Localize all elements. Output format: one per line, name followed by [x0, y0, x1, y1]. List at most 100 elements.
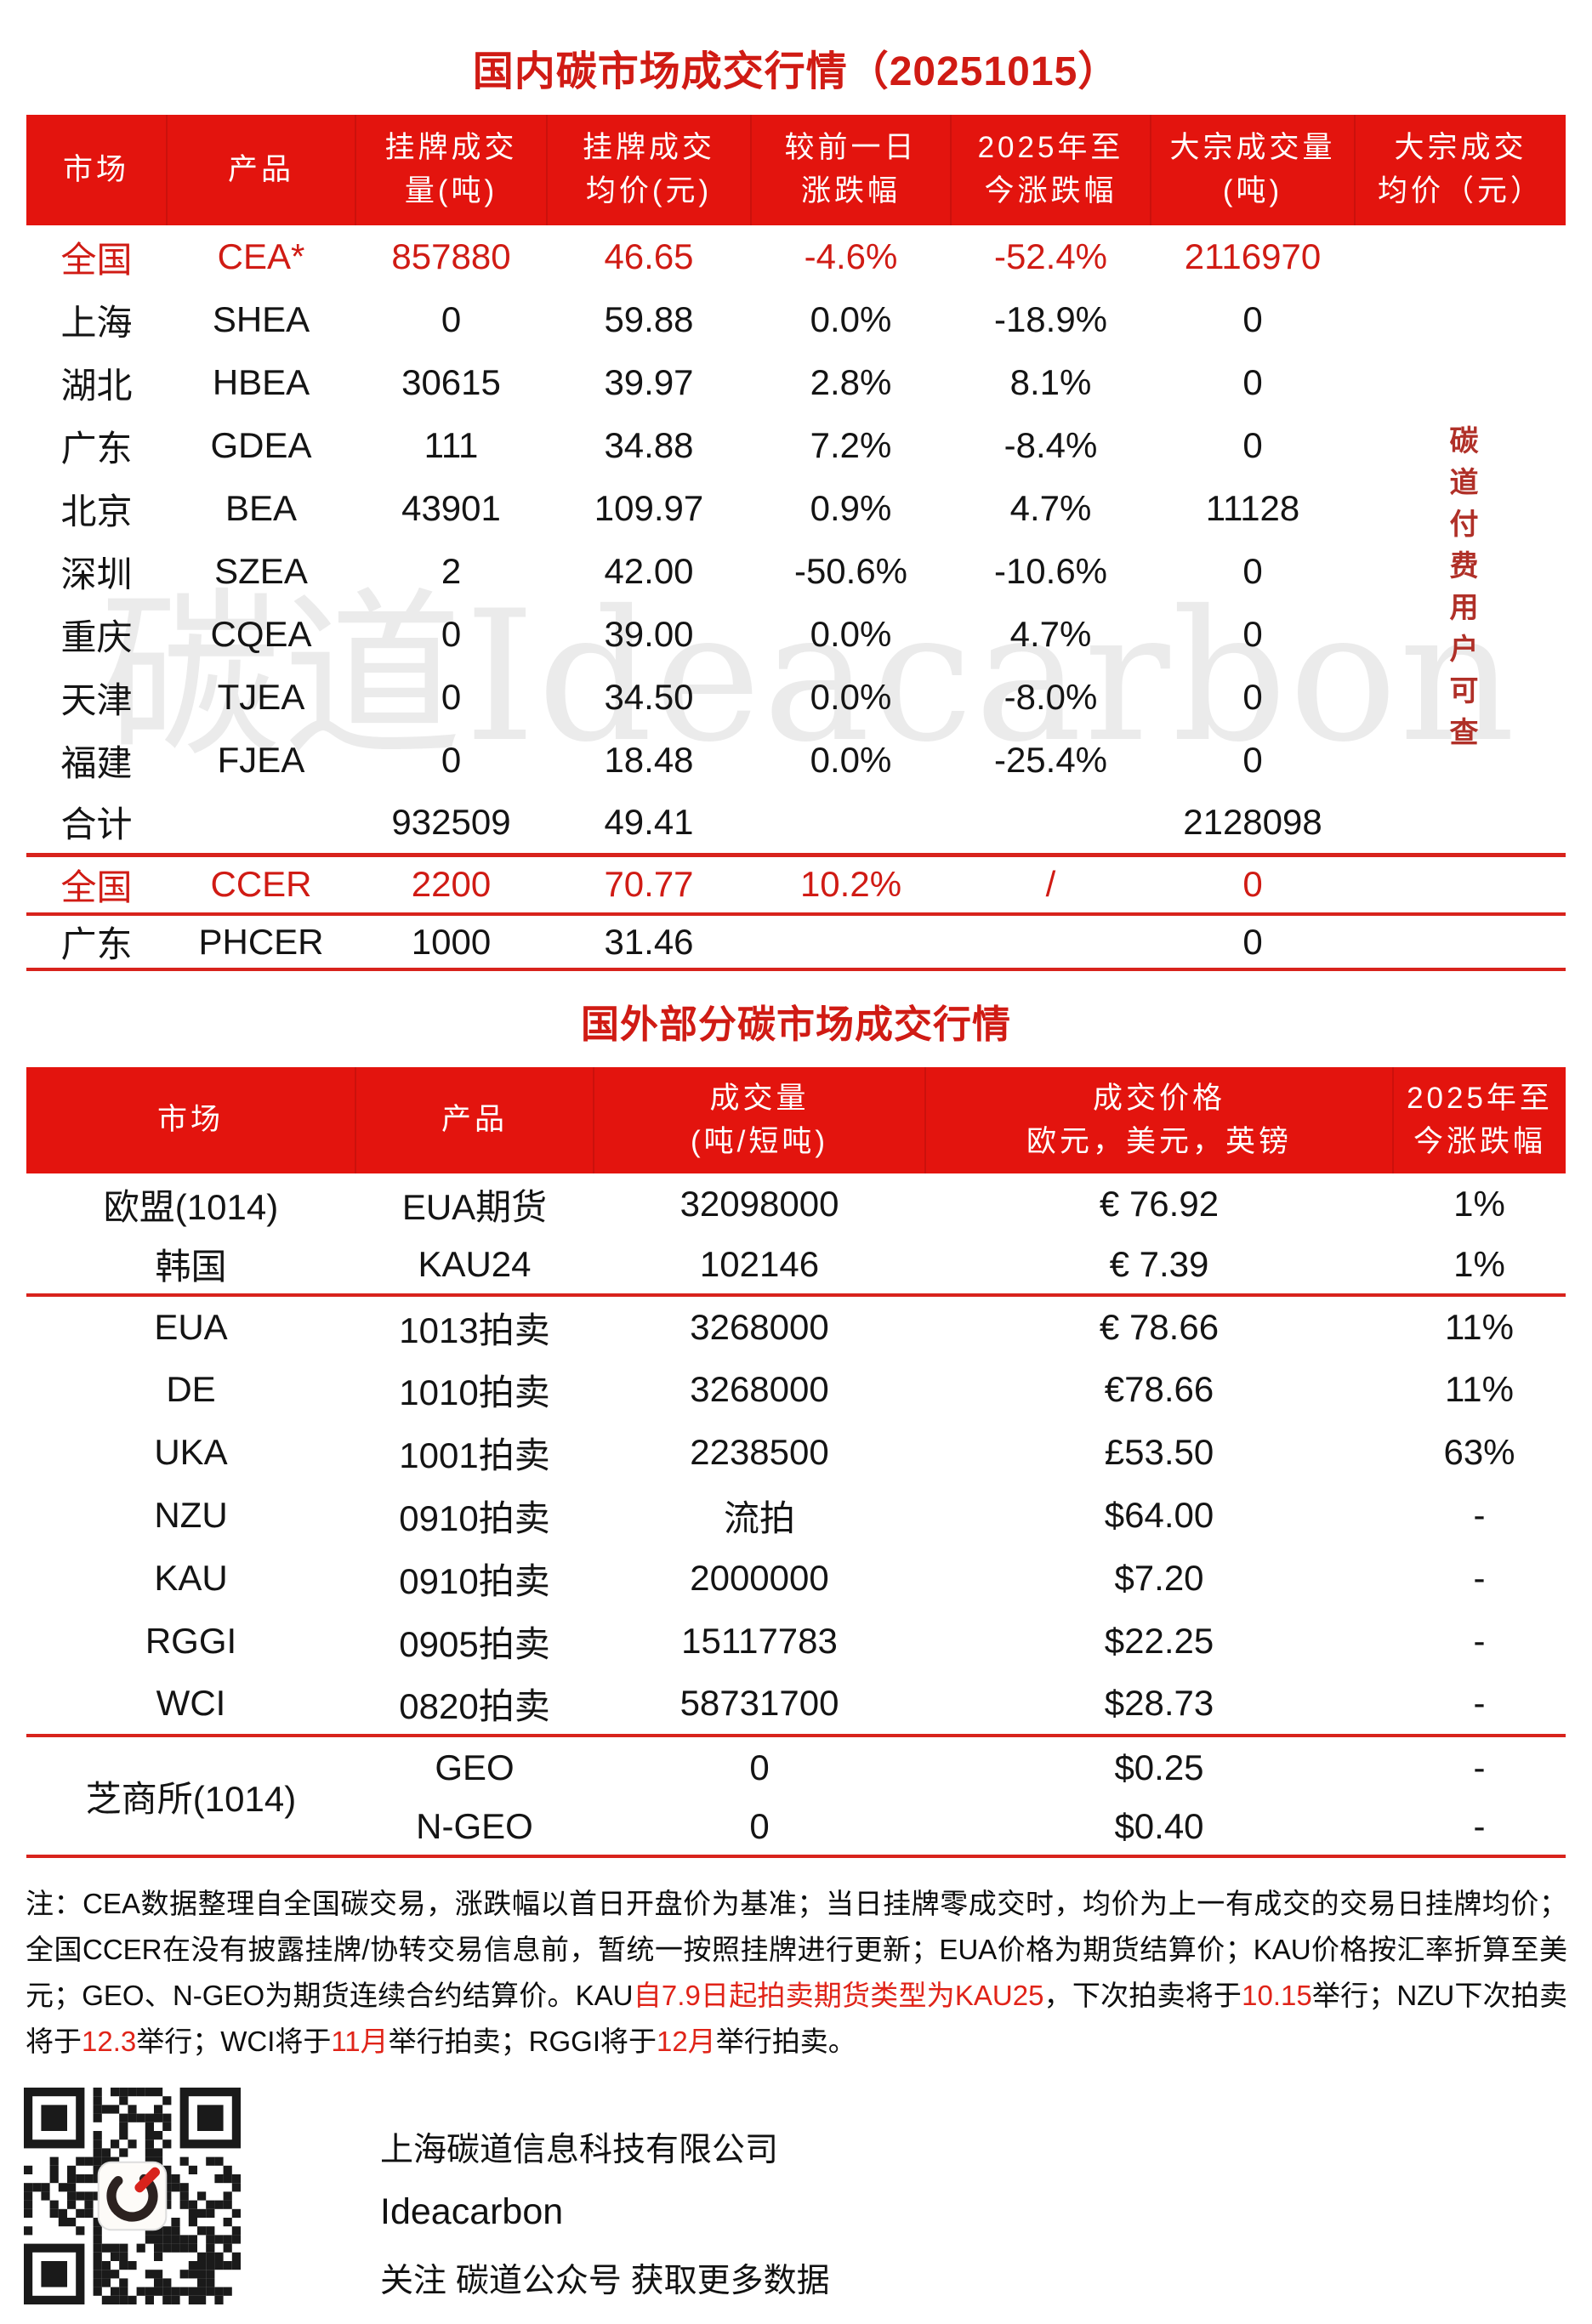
table-cell: 102146 [699, 1243, 820, 1284]
table-cell: 0 [1242, 740, 1263, 780]
table-cell: N-GEO [416, 1805, 533, 1846]
table-row: RGGI 0905拍卖 15117783 $22.25 - [26, 1610, 1566, 1673]
table-row: 深圳 SZEA 2 42.00 -50.6% -10.6% 0 [26, 540, 1566, 603]
table-cell: 北京 [60, 491, 133, 531]
note-segment: 11月 [331, 2026, 389, 2057]
table-cell [1355, 351, 1566, 414]
table-cell: 58731700 [679, 1683, 839, 1723]
table-cell: 全国 [60, 867, 133, 907]
table-cell: 0 [441, 740, 462, 780]
table-row: 韩国 KAU24 102146 € 7.39 1% [26, 1235, 1566, 1295]
qr-code [24, 2088, 241, 2304]
table-cell [1355, 225, 1566, 288]
table-cell: GEO [435, 1747, 515, 1787]
table-header-cell: 成交价格 欧元，美元，英镑 [925, 1067, 1394, 1173]
table-cell: 广东 [60, 428, 133, 469]
table-cell: 韩国 [155, 1247, 227, 1287]
table-row: 欧盟(1014) EUA期货 32098000 € 76.92 1% [26, 1173, 1566, 1235]
table-cell: 广东 [60, 924, 133, 964]
table-cell: 2.8% [810, 362, 892, 402]
table-cell: 0910拍卖 [399, 1560, 550, 1601]
table-cell: 0 [1242, 362, 1263, 402]
note-segment: 举行；WCI将于 [136, 2026, 332, 2057]
table-cell: CEA* [217, 236, 305, 276]
table-row: KAU 0910拍卖 2000000 $7.20 - [26, 1547, 1566, 1610]
table-cell: HBEA [212, 362, 310, 402]
note-segment: 注：CEA数据整理自全国碳交易，涨跌幅以首日开盘价为基准；当日挂牌零成交时，均价… [26, 1888, 1567, 2011]
table-cell: 2128098 [1183, 801, 1322, 842]
table-cell [951, 792, 1151, 855]
table-row: 全国 CEA* 857880 46.65 -4.6% -52.4% 2116970 [26, 225, 1566, 288]
table-cell: 1000 [411, 921, 492, 962]
table-cell: -10.6% [993, 551, 1108, 591]
table-cell [751, 792, 951, 855]
note-segment: 举行；NZU下次拍卖将于 [26, 1980, 1568, 2057]
note-text: 注：CEA数据整理自全国碳交易，涨跌幅以首日开盘价为基准；当日挂牌零成交时，均价… [26, 1881, 1567, 2065]
table-cell: 11% [1445, 1307, 1514, 1347]
table-cell [1355, 855, 1566, 914]
table-cell: -25.4% [993, 740, 1108, 780]
table-cell: CQEA [210, 614, 312, 654]
foreign-table-body: 欧盟(1014) EUA期货 32098000 € 76.92 1% 韩国 KAU24 102… [26, 1173, 1566, 1858]
table-cell: 合计 [60, 804, 133, 845]
note-segment: 举行拍卖。 [715, 2026, 856, 2057]
table-header-cell: 产品 [355, 1067, 594, 1173]
table-cell: 0.0% [810, 299, 892, 339]
table-cell: 0905拍卖 [399, 1623, 550, 1664]
table-cell: DE [166, 1369, 216, 1409]
table-cell: 0910拍卖 [399, 1497, 550, 1538]
table-cell: 2238500 [690, 1432, 829, 1472]
table-cell: - [1473, 1805, 1486, 1846]
table-cell: 0 [1242, 551, 1263, 591]
table-cell: $28.73 [1104, 1683, 1214, 1723]
table-cell: € 78.66 [1099, 1307, 1220, 1347]
table-header-cell: 市场 [26, 115, 168, 225]
table-cell: NZU [154, 1495, 228, 1535]
table-row: 芝商所(1014) GEO 0 $0.25 - [26, 1736, 1566, 1858]
table-cell: -8.0% [1004, 677, 1098, 717]
table-header-cell: 2025年至 今涨跌幅 [951, 115, 1151, 225]
table-cell: - [1473, 1747, 1486, 1787]
table-cell: -8.4% [1004, 425, 1098, 465]
note-segment: 12.3 [82, 2026, 137, 2057]
section-title-foreign: 国外部分碳市场成交行情 [580, 1003, 1011, 1046]
foreign-market-table: 市场 产品 成交量 (吨/短吨) 成交价格 欧元，美元，英镑 2025年至 今涨… [26, 1067, 1566, 1858]
table-cell: 59.88 [604, 299, 694, 339]
table-cell: 111 [424, 425, 479, 465]
brand-name: Ideacarbon [380, 2191, 564, 2232]
table-cell: 11128 [1205, 488, 1300, 528]
table-header-cell: 产品 [167, 115, 356, 225]
table-cell: 34.50 [604, 677, 694, 717]
table-cell: $64.00 [1104, 1495, 1214, 1535]
table-cell: 39.97 [604, 362, 694, 402]
note-segment: ，下次拍卖将于 [1043, 1980, 1242, 2011]
table-cell: - [1473, 1621, 1486, 1661]
table-cell: 0820拍卖 [399, 1685, 550, 1726]
table-cell: 2200 [411, 864, 492, 905]
table-cell: KAU [154, 1558, 228, 1598]
domestic-table-body: 全国 CEA* 857880 46.65 -4.6% -52.4% 2116970 上海 SHE… [26, 225, 1566, 969]
table-cell [1355, 288, 1566, 351]
table-row: 合计 932509 49.41 2128098 [26, 792, 1566, 855]
table-cell: $0.25 [1114, 1747, 1204, 1787]
table-cell: SZEA [214, 551, 308, 591]
table-cell: 0.0% [810, 614, 892, 654]
table-cell: UKA [154, 1432, 228, 1472]
table-cell: 湖北 [60, 365, 133, 406]
table-cell: 30615 [401, 362, 501, 402]
table-cell: 10.2% [799, 864, 902, 905]
table-cell: 43901 [401, 488, 501, 528]
table-cell: €78.66 [1104, 1369, 1214, 1409]
table-cell: 0 [1242, 425, 1263, 465]
table-cell: 0.9% [810, 488, 892, 528]
table-cell: RGGI [145, 1621, 237, 1661]
table-cell: -52.4% [993, 236, 1108, 276]
table-cell: 0 [441, 299, 462, 339]
table-cell: 0 [1242, 614, 1263, 654]
table-row: 湖北 HBEA 30615 39.97 2.8% 8.1% 0 [26, 351, 1566, 414]
table-cell: 2000000 [690, 1558, 829, 1598]
table-row: 北京 BEA 43901 109.97 0.9% 4.7% 11128 [26, 477, 1566, 540]
table-cell: 0 [441, 614, 462, 654]
table-cell: € 7.39 [1109, 1243, 1209, 1284]
